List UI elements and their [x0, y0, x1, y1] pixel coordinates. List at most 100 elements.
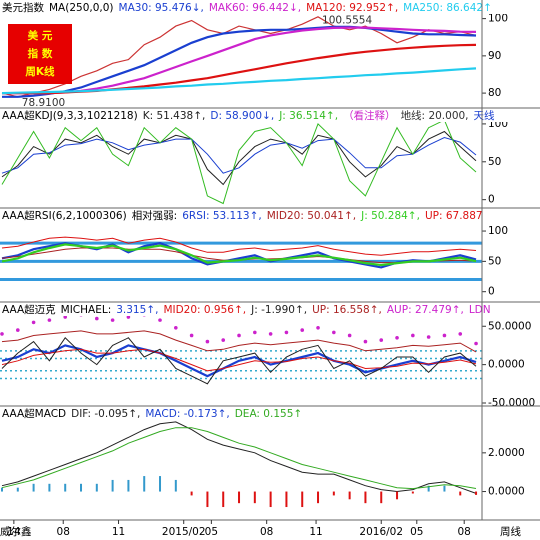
series-line — [1, 427, 477, 490]
series-line — [1, 243, 477, 267]
header-text: 美元指数 — [2, 1, 44, 14]
badge — [8, 24, 72, 84]
macd-bar — [411, 491, 414, 494]
dot — [379, 338, 384, 342]
dot — [189, 333, 194, 338]
dot — [458, 332, 463, 336]
x-unit-label: 周线 — [500, 525, 521, 538]
y-tick-label: 80 — [488, 87, 501, 99]
x-tick-label: 05 — [205, 526, 218, 538]
header-background — [0, 109, 540, 122]
header-text: 相对强弱: — [132, 209, 178, 222]
dot — [31, 320, 36, 325]
header-background — [0, 1, 540, 14]
dot — [16, 328, 20, 332]
series-line — [1, 67, 477, 95]
y-tick-label: 50 — [488, 255, 501, 267]
header-text: AAA超RSI(6,2,1000306) — [2, 209, 127, 222]
badge-text: 指 数 — [28, 47, 53, 60]
dot — [126, 315, 131, 319]
header-text: MA30: 95.476↓, — [119, 2, 204, 14]
dot — [426, 335, 431, 339]
header-text: AAA超KDJ(9,3,3,1021218) — [2, 109, 138, 122]
header-text: （看注释） — [343, 109, 396, 122]
dot — [474, 341, 478, 346]
header-text: 6RSI: 53.113↑, — [182, 210, 262, 222]
dot — [411, 333, 415, 338]
macd-bar — [95, 483, 98, 492]
macd-bar — [396, 491, 399, 500]
dot — [0, 332, 4, 336]
x-tick-label: 08 — [458, 526, 471, 538]
header-background — [0, 407, 540, 420]
source-label: 威尔鑫 — [0, 525, 32, 538]
header-text: MA250: 86.642↑ — [403, 2, 492, 14]
dot — [158, 318, 162, 322]
macd-bar — [174, 479, 177, 492]
series-line — [1, 119, 477, 205]
annotation: 100.5554 — [322, 15, 372, 27]
macd-bar — [159, 476, 162, 492]
dot — [237, 333, 241, 338]
x-tick-label: 2015/02 — [162, 526, 206, 538]
x-tick-label: 05 — [410, 526, 423, 538]
macd-bar — [80, 483, 83, 492]
macd-bar — [222, 491, 225, 508]
series-line — [1, 136, 477, 174]
macd-bar — [127, 479, 130, 492]
dot — [284, 330, 289, 335]
dot — [442, 333, 447, 338]
series-line — [2, 43, 477, 95]
dot — [174, 325, 178, 330]
macd-bar — [190, 491, 193, 496]
badge-text: 周K线 — [25, 65, 55, 78]
macd-bar — [206, 491, 209, 508]
macd-bar — [253, 491, 256, 504]
macd-bar — [332, 491, 335, 496]
y-tick-label: 90 — [488, 50, 501, 62]
y-tick-label: 100 — [488, 13, 508, 25]
macd-bar — [111, 479, 114, 492]
header-text: 地线: 20.000, — [401, 109, 469, 122]
y-tick-label: 0.0000 — [488, 359, 525, 371]
price-line — [1, 16, 477, 98]
dot — [205, 339, 210, 344]
macd-bar — [32, 483, 35, 492]
macd-bar — [380, 491, 383, 504]
macd-bar — [269, 491, 272, 508]
series-line — [2, 25, 477, 98]
macd-bar — [64, 483, 67, 492]
macd-bar — [48, 483, 51, 492]
header-text: J: 36.514↑, — [278, 110, 338, 122]
macd-bar — [459, 491, 462, 496]
header-text: J: -1.990↑, — [250, 304, 307, 316]
dot — [332, 330, 336, 335]
series-line — [1, 130, 477, 186]
x-tick-label: 11 — [112, 526, 125, 538]
macd-bar — [443, 485, 446, 492]
series-line — [1, 348, 477, 372]
macd-bar — [143, 476, 146, 492]
header-text: MACD: -0.173↑, — [145, 408, 229, 420]
dot — [63, 315, 68, 319]
series-line — [1, 421, 477, 494]
header-text: 天线 — [474, 109, 495, 122]
dot — [395, 335, 399, 340]
dot — [110, 318, 115, 322]
dot — [47, 318, 52, 322]
y-tick-label: 50.0000 — [488, 320, 531, 332]
series-line — [1, 242, 477, 269]
header-text: MID20: 50.041↑, — [267, 210, 356, 222]
x-tick-label: 2016/02 — [359, 526, 403, 538]
dot — [363, 339, 368, 344]
header-text: MID20: 0.956↑, — [163, 304, 246, 316]
macd-bar — [317, 491, 320, 504]
dot — [300, 328, 305, 332]
macd-bar — [475, 491, 478, 495]
dot — [347, 333, 352, 338]
header-background — [0, 303, 540, 316]
dot — [316, 325, 320, 330]
macd-bar — [348, 491, 351, 500]
dot — [253, 330, 257, 335]
